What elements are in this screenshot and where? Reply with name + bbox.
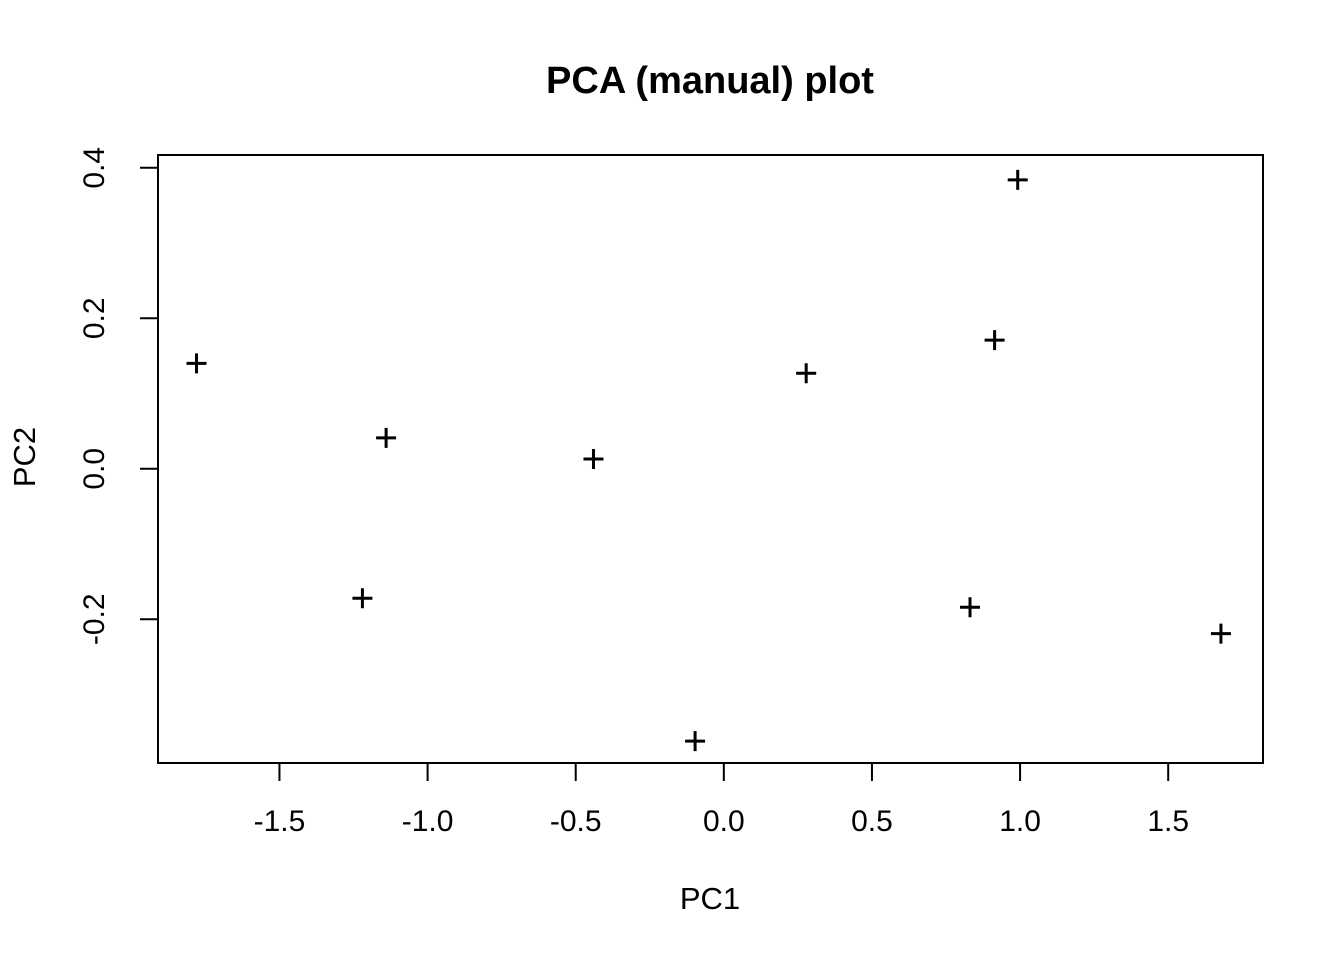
data-point <box>984 330 1005 351</box>
x-axis-label: PC1 <box>680 881 740 916</box>
y-axis-label: PC2 <box>7 427 42 487</box>
x-tick-label: 0.5 <box>851 805 893 838</box>
chart-title: PCA (manual) plot <box>546 60 874 102</box>
x-tick-label: 1.5 <box>1147 805 1189 838</box>
x-tick-label: 1.0 <box>999 805 1041 838</box>
y-tick-label: -0.2 <box>78 593 111 645</box>
y-tick-label: 0.4 <box>78 147 111 189</box>
data-point <box>352 588 373 609</box>
data-point <box>186 353 207 374</box>
x-tick-label: -0.5 <box>550 805 602 838</box>
x-tick-label: 0.0 <box>703 805 745 838</box>
data-points <box>186 169 1231 752</box>
data-point <box>960 597 981 618</box>
x-axis-ticks: -1.5 -1.0 -0.5 0.0 0.5 1.0 1.5 <box>254 763 1189 838</box>
data-point <box>1007 169 1028 190</box>
data-point <box>376 427 397 448</box>
data-point <box>583 449 604 469</box>
data-point <box>685 731 706 752</box>
y-axis-ticks: -0.2 0.0 0.2 0.4 <box>78 147 158 645</box>
x-tick-label: -1.5 <box>254 805 306 838</box>
plot-box <box>157 154 1264 764</box>
y-tick-label: 0.2 <box>78 297 111 339</box>
y-tick-label: 0.0 <box>78 448 111 490</box>
data-point <box>796 363 817 384</box>
x-tick-label: -1.0 <box>402 805 454 838</box>
data-point <box>1210 623 1231 644</box>
